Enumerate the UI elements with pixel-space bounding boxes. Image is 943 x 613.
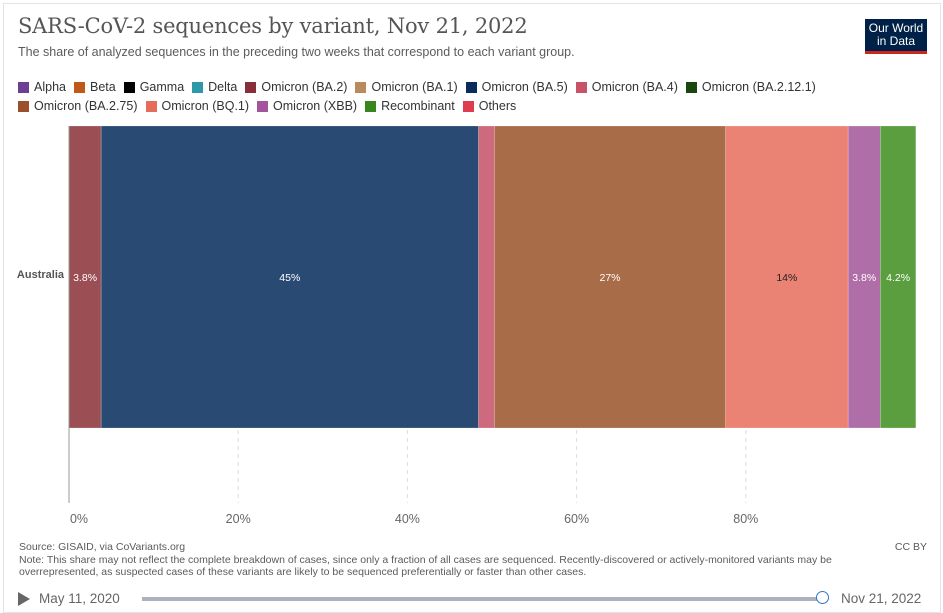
legend-item[interactable]: Omicron (BA.2.75): [18, 98, 138, 115]
bar-value-label: 45%: [279, 272, 300, 284]
legend-item[interactable]: Omicron (XBB): [257, 98, 357, 115]
note-text: Note: This share may not reflect the com…: [19, 553, 832, 579]
bar-value-label: 27%: [600, 272, 621, 284]
legend-label: Omicron (BA.2): [261, 80, 348, 94]
row-label-australia: Australia: [16, 269, 64, 281]
legend-item[interactable]: Omicron (BA.4): [575, 79, 678, 96]
legend-swatch: [575, 82, 587, 93]
legend-swatch: [355, 82, 367, 93]
legend-label: Omicron (BA.1): [371, 80, 458, 94]
x-tick-label: 40%: [395, 512, 420, 526]
bar-segment-omicron-ba-4[interactable]: [478, 125, 495, 429]
legend-item[interactable]: Alpha: [18, 79, 66, 96]
logo-line2: in Data: [876, 34, 916, 48]
plot-area: 0% 20% 40% 60% 80% 3.8% 45% 27% 14% 3.8% 4.2%: [68, 125, 917, 526]
legend-swatch: [685, 82, 697, 93]
timeline-end-date: Nov 21, 2022: [841, 591, 922, 606]
legend-item[interactable]: Omicron (BA.2): [245, 79, 347, 96]
logo-accent-bar: [865, 51, 927, 54]
chart-title: SARS-CoV-2 sequences by variant, Nov 21,…: [18, 14, 528, 38]
legend-swatch: [145, 101, 157, 112]
legend-swatch: [465, 82, 477, 93]
bar-segment-omicron-ba-2-75[interactable]: [494, 125, 726, 429]
timeline: May 11, 2020 Nov 21, 2022: [18, 590, 933, 608]
timeline-handle[interactable]: [816, 591, 829, 604]
legend-label: Omicron (BA.5): [481, 80, 568, 94]
legend-label: Beta: [89, 80, 116, 94]
legend-item[interactable]: Recombinant: [365, 98, 455, 115]
bar-segment-omicron-bq-1[interactable]: [725, 125, 849, 429]
chart-subtitle: The share of analyzed sequences in the p…: [18, 45, 575, 59]
timeline-track[interactable]: [142, 597, 822, 601]
legend-swatch: [18, 101, 29, 112]
legend-item[interactable]: Omicron (BQ.1): [145, 98, 250, 115]
legend: Alpha Beta Gamma Delta Omicron (BA.2) Omicron…: [18, 79, 918, 117]
legend-label: Omicron (BA.2.12.1): [701, 80, 816, 94]
legend-item[interactable]: Omicron (BA.5): [465, 79, 568, 96]
legend-label: Omicron (XBB): [273, 99, 358, 113]
bar-value-label: 14%: [776, 272, 797, 284]
legend-swatch: [365, 101, 377, 112]
timeline-start-date: May 11, 2020: [39, 591, 120, 606]
legend-label: Omicron (BQ.1): [161, 99, 250, 113]
legend-item[interactable]: Gamma: [123, 79, 185, 96]
legend-item[interactable]: Beta: [73, 79, 116, 96]
bar-segment-recombinant[interactable]: [880, 125, 917, 429]
legend-label: Recombinant: [381, 99, 455, 113]
legend-label: Omicron (BA.2.75): [34, 99, 138, 113]
legend-swatch: [462, 101, 474, 112]
bar-value-label: 3.8%: [852, 272, 876, 284]
x-tick-label: 60%: [564, 512, 589, 526]
legend-swatch: [73, 82, 85, 93]
legend-label: Gamma: [139, 80, 185, 94]
x-tick-label: 80%: [733, 512, 758, 526]
legend-item[interactable]: Delta: [192, 79, 237, 96]
bar-value-label: 4.2%: [886, 272, 910, 284]
footer: Source: GISAID, via CoVariants.org Note:…: [19, 541, 924, 579]
legend-swatch: [18, 82, 29, 93]
bar-segment-omicron-xbb[interactable]: [847, 125, 881, 429]
legend-label: Others: [478, 99, 517, 113]
bar-segment-omicron-ba-5[interactable]: [100, 125, 479, 429]
legend-swatch: [192, 82, 204, 93]
legend-label: Omicron (BA.4): [591, 80, 678, 94]
play-icon[interactable]: [18, 592, 30, 606]
x-tick-label: 0%: [70, 512, 88, 526]
legend-swatch: [123, 82, 135, 93]
license-link[interactable]: CC BY: [894, 541, 927, 553]
bar-value-label: 3.8%: [73, 272, 97, 284]
owid-logo[interactable]: Our World in Data: [865, 19, 927, 54]
legend-item[interactable]: Omicron (BA.1): [355, 79, 458, 96]
logo-line1: Our World: [868, 21, 924, 35]
legend-item[interactable]: Others: [462, 98, 517, 115]
legend-label: Delta: [208, 80, 238, 94]
x-tick-label: 20%: [226, 512, 251, 526]
legend-item[interactable]: Omicron (BA.2.12.1): [685, 79, 816, 96]
source-text: Source: GISAID, via CoVariants.org: [19, 541, 186, 553]
legend-swatch: [245, 82, 257, 93]
legend-label: Alpha: [34, 80, 66, 94]
legend-swatch: [257, 101, 269, 112]
